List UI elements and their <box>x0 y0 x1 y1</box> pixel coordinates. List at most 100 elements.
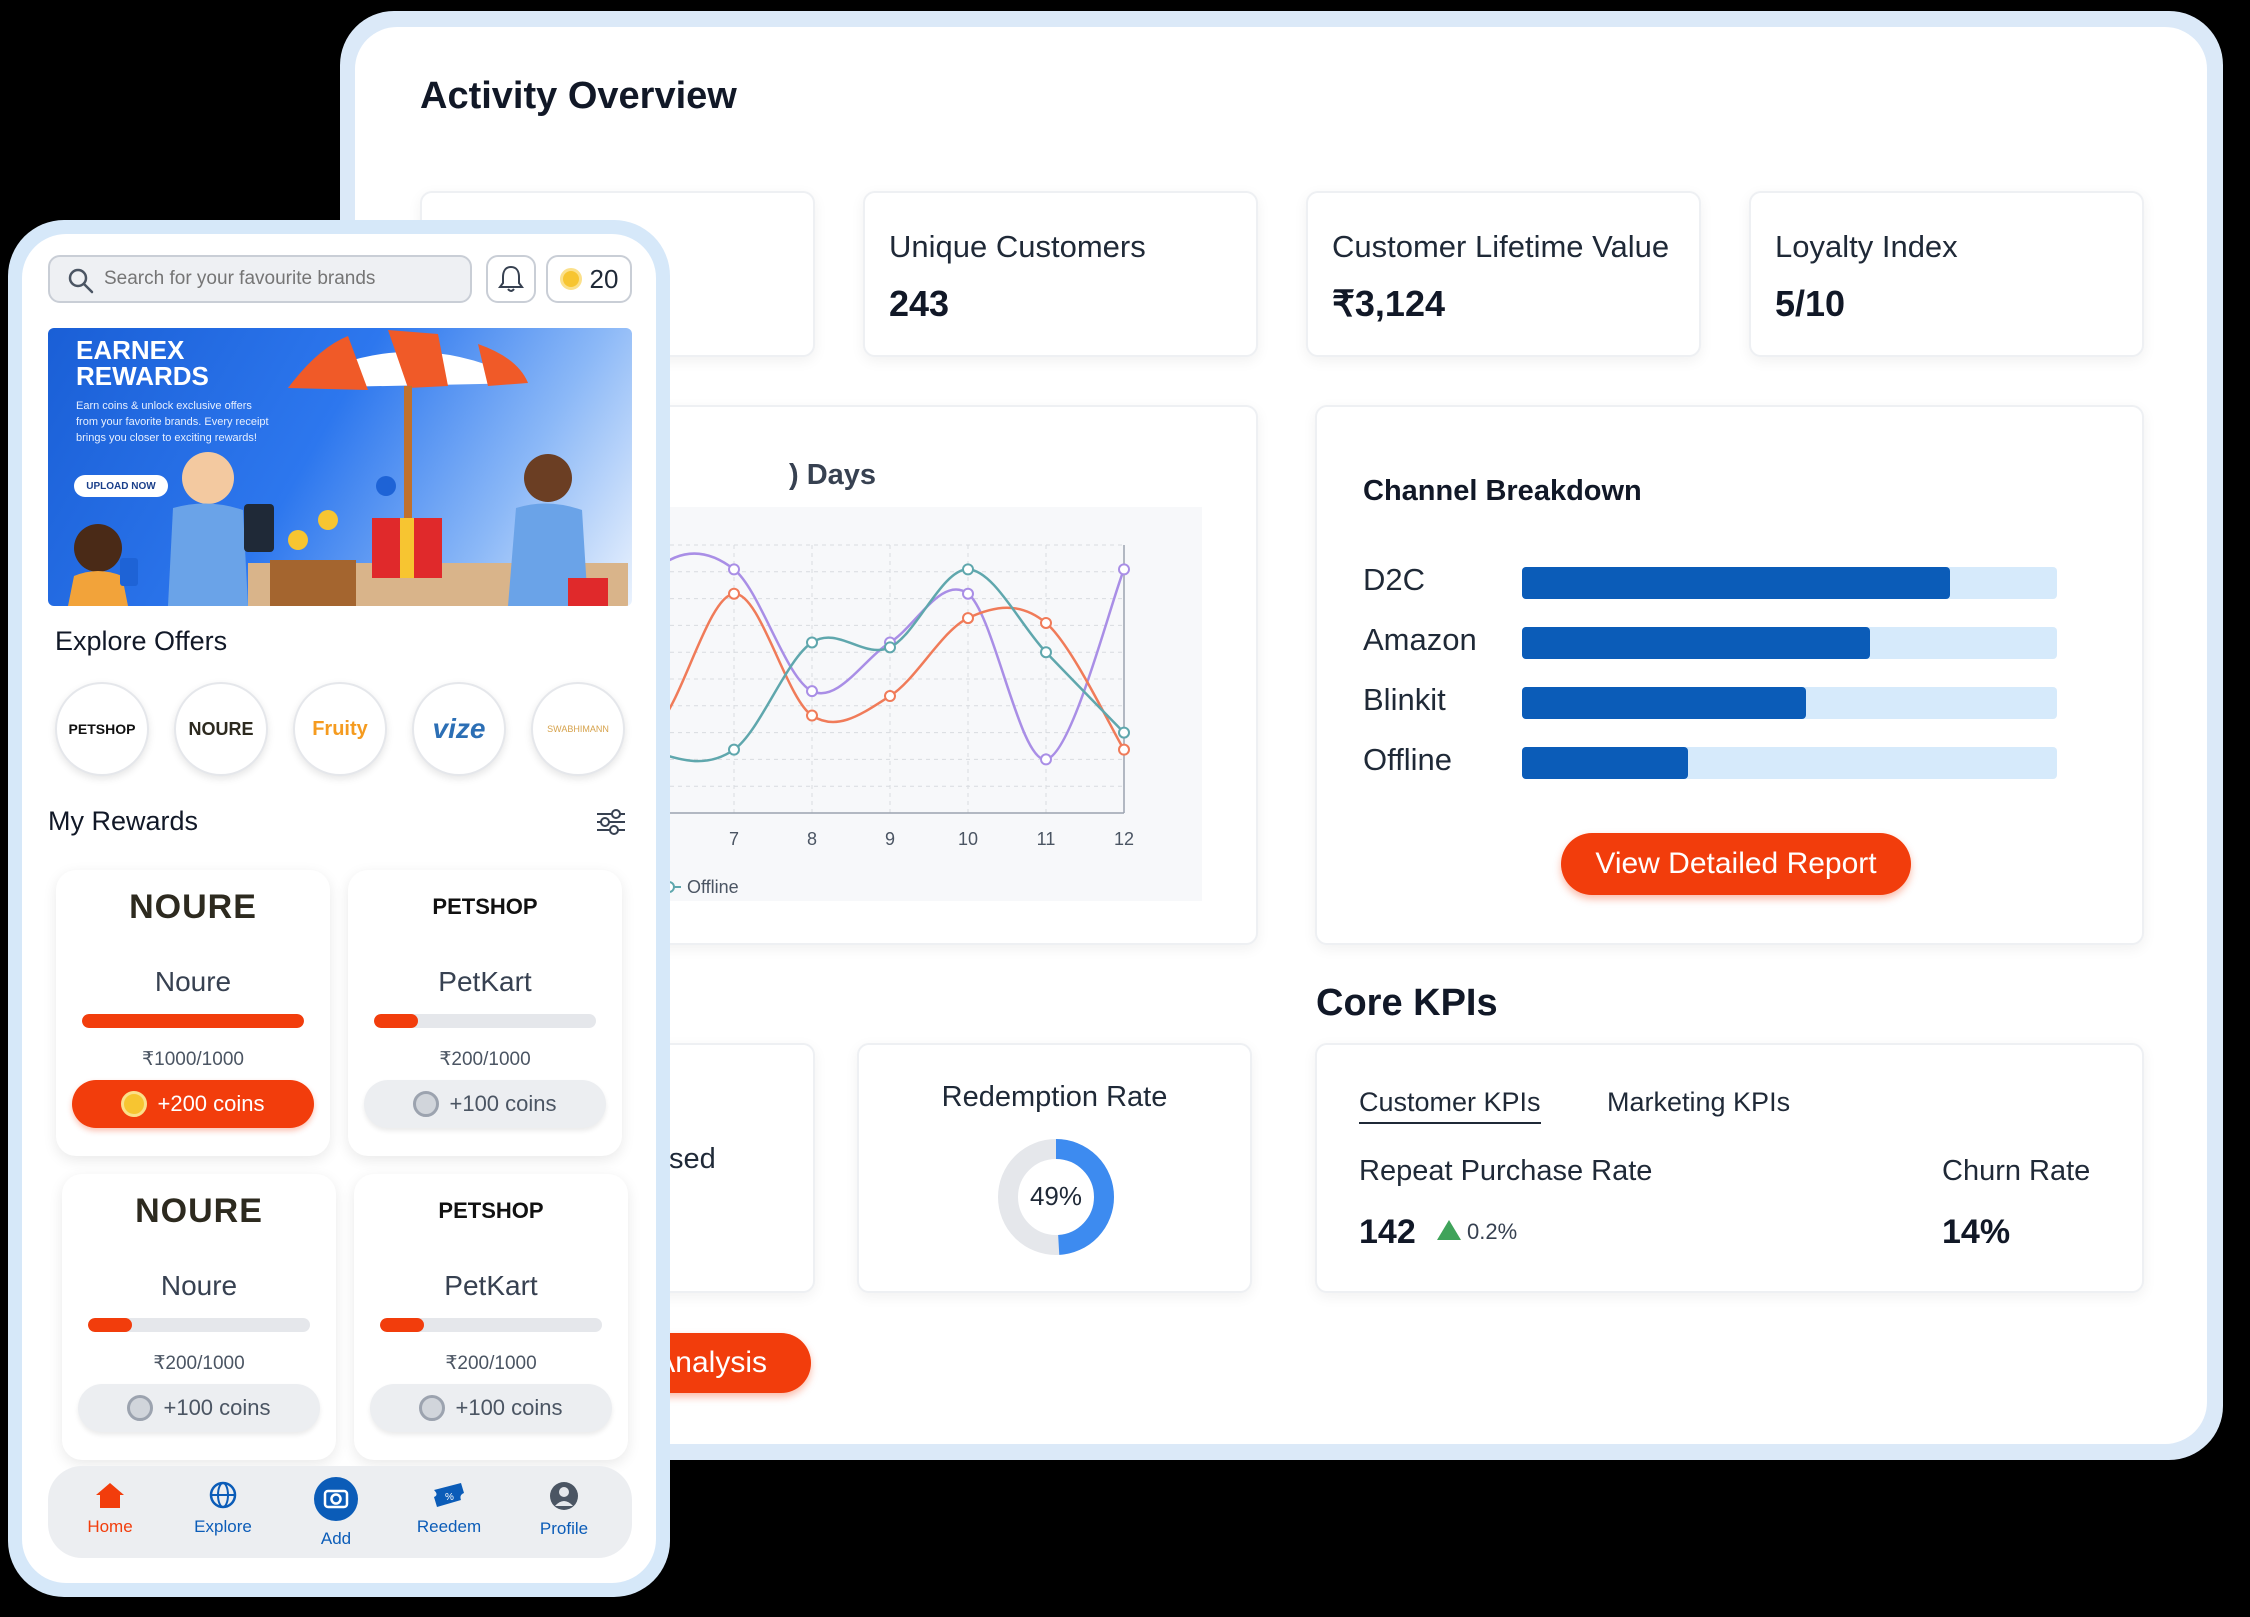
coin-icon <box>559 268 582 290</box>
data-point-offline <box>728 743 740 756</box>
nav-home[interactable]: Home <box>55 1480 165 1537</box>
channel-bar-fill <box>1522 687 1806 719</box>
data-point-d2c <box>1040 753 1052 766</box>
brand-vize[interactable]: vize <box>412 682 506 776</box>
reward-coins: +100 coins <box>449 1091 557 1116</box>
nav-add[interactable]: Add <box>281 1476 391 1549</box>
coin-balance[interactable]: 20 <box>546 255 632 303</box>
nav-profile[interactable]: Profile <box>509 1480 619 1539</box>
avatar <box>550 1482 578 1510</box>
stat-label: Loyalty Index <box>1775 229 1958 264</box>
coupon-icon: % <box>434 1483 464 1507</box>
stat-card-loyalty-index: Loyalty Index 5/10 <box>1749 191 2144 357</box>
reward-coins: +100 coins <box>455 1395 563 1420</box>
x-tick-label: 10 <box>958 829 978 849</box>
data-point-online <box>884 690 896 703</box>
reward-card[interactable]: PETSHOP PetKart ₹200/1000 +100 coins <box>354 1174 628 1460</box>
data-point-online <box>1118 743 1130 756</box>
reward-card[interactable]: PETSHOP PetKart ₹200/1000 +100 coins <box>348 870 622 1156</box>
view-detailed-report-button[interactable]: View Detailed Report <box>1561 833 1911 895</box>
rewards-banner[interactable]: EARNEX REWARDS Earn coins & unlock exclu… <box>48 328 632 606</box>
nav-redeem[interactable]: % Reedem <box>394 1480 504 1537</box>
search-icon <box>68 268 94 294</box>
data-point-d2c <box>962 587 974 600</box>
coin-icon <box>419 1395 446 1421</box>
reward-logo: NOURE <box>129 888 257 926</box>
churn-rate-value: 14% <box>1942 1213 2011 1251</box>
data-point-offline <box>1118 726 1130 739</box>
brand-petshop[interactable]: PETSHOP <box>55 682 149 776</box>
brand-noure[interactable]: NOURE <box>174 682 268 776</box>
reward-coins-button[interactable]: +100 coins <box>364 1080 606 1128</box>
channel-bar-fill <box>1522 627 1870 659</box>
reward-name: PetKart <box>438 966 532 997</box>
notification-button[interactable] <box>486 255 536 303</box>
nav-label: Profile <box>539 1519 589 1538</box>
brand-swabhimann[interactable]: SWABHIMANN <box>531 682 625 776</box>
reward-card[interactable]: NOURE Noure ₹200/1000 +100 coins <box>62 1174 336 1460</box>
channel-label-d2c: D2C <box>1363 562 1426 597</box>
hidden-metric-label: sed <box>669 1143 716 1175</box>
reward-coins-button[interactable]: +100 coins <box>78 1384 320 1432</box>
reward-logo: PETSHOP <box>432 894 538 919</box>
banner-body: Earn coins & unlock exclusive offers fro… <box>76 400 269 444</box>
reward-progress <box>88 1318 310 1332</box>
x-tick-label: 11 <box>1037 829 1056 849</box>
stat-value: 5/10 <box>1775 283 1846 324</box>
stat-value: ₹3,124 <box>1332 283 1445 324</box>
upload-now-button[interactable]: UPLOAD NOW <box>74 475 168 497</box>
redemption-rate-card: Redemption Rate 49% <box>857 1043 1252 1293</box>
tab-customer-kpis[interactable]: Customer KPIs <box>1359 1087 1541 1124</box>
brand-name: Fruity <box>312 717 368 740</box>
redemption-title: Redemption Rate <box>941 1081 1168 1113</box>
search-input[interactable] <box>102 263 462 295</box>
redemption-value: 49% <box>1029 1181 1083 1211</box>
reward-amount: ₹200/1000 <box>153 1353 245 1374</box>
legend-label: Offline <box>687 877 739 897</box>
brand-name: SWABHIMANN <box>547 724 609 734</box>
reward-progress-fill <box>380 1318 425 1332</box>
reward-logo: NOURE <box>135 1192 263 1230</box>
x-tick-label: 7 <box>729 829 739 849</box>
coin-icon <box>127 1395 154 1421</box>
channel-bar-blinkit <box>1522 687 2057 719</box>
tab-marketing-kpis[interactable]: Marketing KPIs <box>1607 1087 1791 1117</box>
phone-screen: 20 EARNEX REWARDS Earn coins & unlock ex… <box>22 234 656 1583</box>
x-tick-label: 8 <box>807 829 817 849</box>
coin-count: 20 <box>589 263 619 294</box>
brand-name: NOURE <box>188 718 254 739</box>
coin-icon <box>413 1091 440 1117</box>
nav-label: Reedem <box>416 1517 482 1536</box>
reward-amount: ₹200/1000 <box>439 1049 531 1070</box>
reward-coins: +200 coins <box>157 1091 265 1116</box>
reward-progress-fill <box>88 1318 133 1332</box>
reward-amount: ₹200/1000 <box>445 1353 537 1374</box>
channel-bar-amazon <box>1522 627 2057 659</box>
svg-text:%: % <box>445 1492 454 1503</box>
channel-label-amazon: Amazon <box>1363 622 1477 657</box>
reward-progress-fill <box>82 1014 304 1028</box>
banner-title-line1: EARNEX <box>76 335 185 365</box>
core-kpis-card: Customer KPIs Marketing KPIs Repeat Purc… <box>1315 1043 2144 1293</box>
brand-name: PETSHOP <box>68 721 136 737</box>
brand-fruity[interactable]: Fruity <box>293 682 387 776</box>
repeat-purchase-change: 0.2% <box>1467 1219 1518 1244</box>
data-point-online <box>1040 616 1052 629</box>
trend-up-icon <box>1437 1220 1461 1240</box>
filter-icon[interactable] <box>594 806 628 838</box>
data-point-online <box>962 612 974 625</box>
claim-reward-button[interactable]: +200 coins <box>72 1080 314 1128</box>
coin-icon <box>121 1091 148 1117</box>
reward-coins-button[interactable]: +100 coins <box>370 1384 612 1432</box>
redemption-donut-arc <box>998 1139 1114 1255</box>
camera-icon <box>314 1477 358 1521</box>
nav-explore[interactable]: Explore <box>168 1480 278 1537</box>
search-bar[interactable] <box>48 255 472 303</box>
stat-card-clv: Customer Lifetime Value ₹3,124 <box>1306 191 1701 357</box>
stat-value: 243 <box>889 283 950 324</box>
reward-card[interactable]: NOURE Noure ₹1000/1000 +200 coins <box>56 870 330 1156</box>
channel-breakdown-card: Channel Breakdown D2C Amazon Blinkit Off… <box>1315 405 2144 945</box>
data-point-d2c <box>1118 563 1130 576</box>
channel-bar-fill <box>1522 567 1950 599</box>
nav-label: Explore <box>194 1517 252 1536</box>
